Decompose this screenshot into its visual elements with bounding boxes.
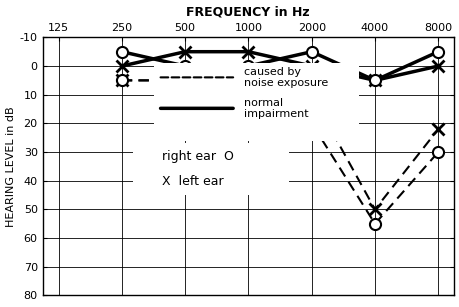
Text: X  left ear: X left ear [159,177,242,190]
Title: FREQUENCY in Hz: FREQUENCY in Hz [186,6,309,18]
Bar [133,143,289,195]
Text: right ear  O: right ear O [159,151,249,164]
Y-axis label: HEARING LEVEL in dB: HEARING LEVEL in dB [6,106,16,227]
Text: normal
impairment: normal impairment [244,98,308,119]
Text: caused by
noise exposure: caused by noise exposure [244,67,328,88]
Bar [153,63,358,141]
Text: X  left ear: X left ear [162,175,223,188]
Text: right ear  O: right ear O [162,150,233,163]
